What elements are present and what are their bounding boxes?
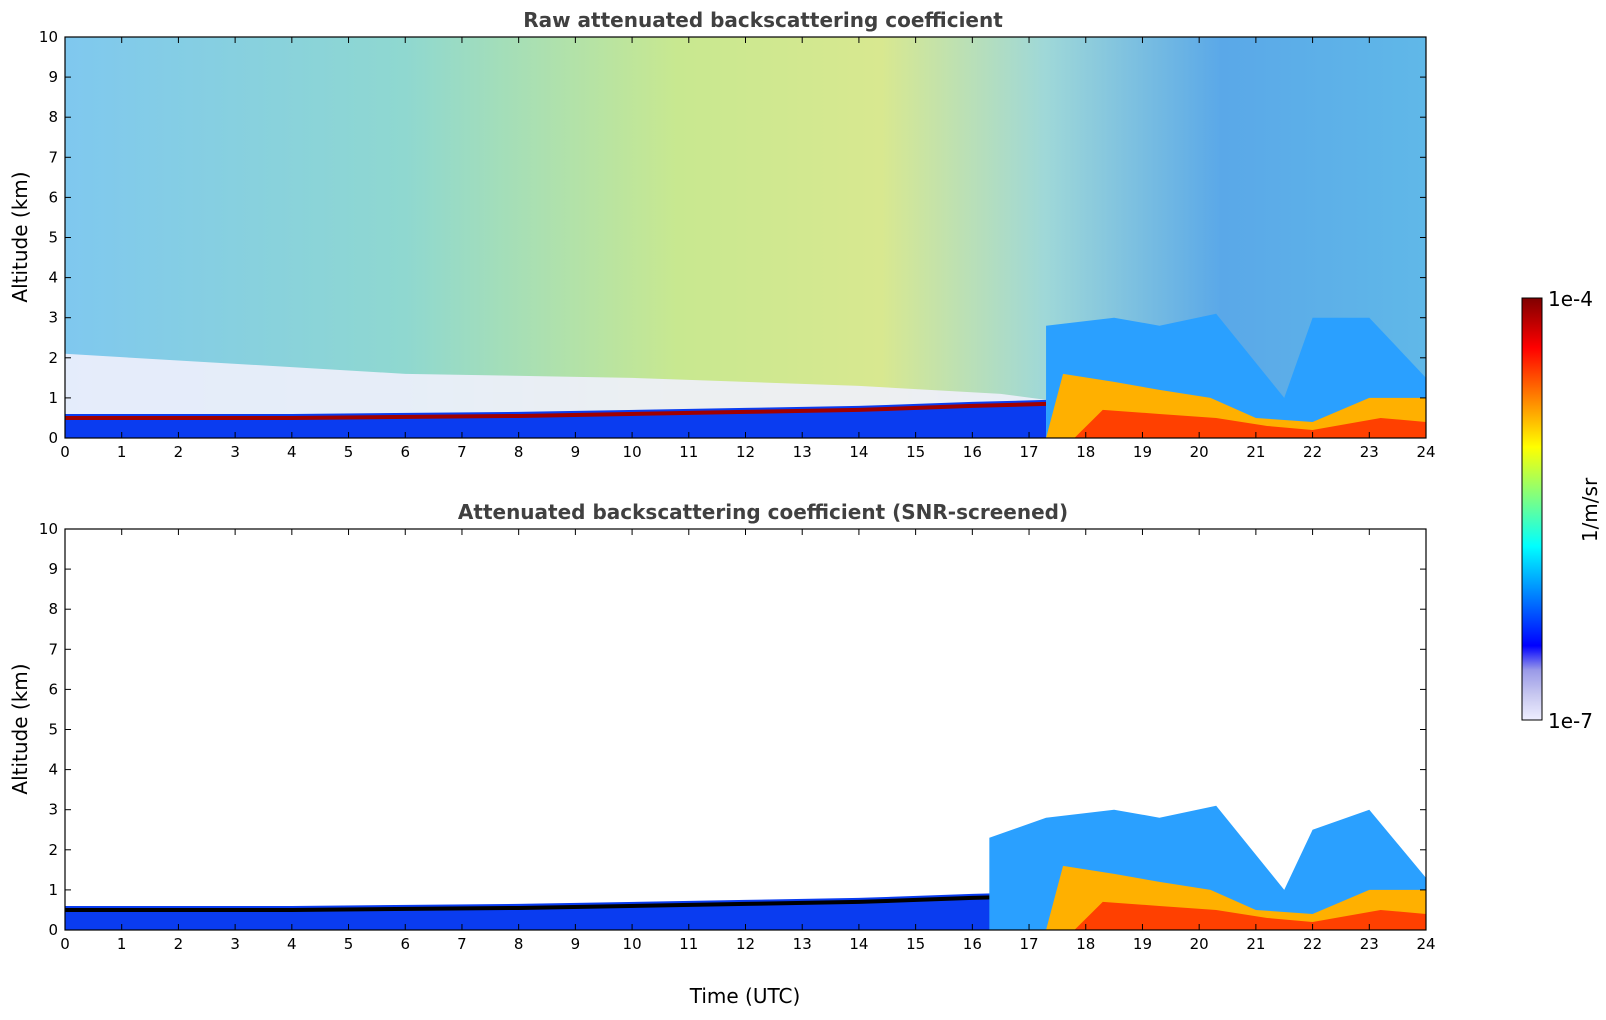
boundary-layer-top: [65, 893, 1047, 912]
x-tick-label: 13: [793, 935, 812, 953]
panel-screened-y-ticks: 0 1 2 3 4 5 6 7 8 9 10: [39, 520, 1426, 939]
y-tick-label: 0: [48, 429, 58, 447]
colorbar-unit-label: 1/m/sr: [1578, 477, 1602, 542]
x-tick-label: 11: [679, 443, 698, 461]
x-tick-label: 11: [679, 935, 698, 953]
x-tick-label: 0: [60, 935, 70, 953]
x-tick-label: 22: [1303, 935, 1322, 953]
panel-raw: Raw attenuated backscattering coefficien…: [8, 8, 1436, 461]
x-tick-label: 9: [571, 935, 581, 953]
x-tick-label: 17: [1019, 935, 1038, 953]
y-tick-label: 6: [48, 680, 58, 698]
x-tick-label: 10: [623, 935, 642, 953]
y-tick-label: 3: [48, 801, 58, 819]
x-tick-label: 12: [736, 935, 755, 953]
y-tick-label: 3: [48, 309, 58, 327]
x-tick-label: 18: [1076, 443, 1095, 461]
x-tick-label: 24: [1416, 443, 1435, 461]
colorbar-gradient: [1521, 297, 1543, 721]
y-tick-label: 10: [39, 28, 58, 46]
y-tick-label: 7: [48, 640, 58, 658]
colorbar-max-label: 1e-4: [1548, 287, 1593, 311]
x-tick-label: 5: [344, 443, 354, 461]
panel-raw-title: Raw attenuated backscattering coefficien…: [523, 8, 1003, 32]
panel-screened-title: Attenuated backscattering coefficient (S…: [458, 500, 1068, 524]
y-tick-label: 7: [48, 148, 58, 166]
colorbar: 1e-4 1e-7 1/m/sr: [1521, 287, 1602, 733]
x-tick-label: 2: [174, 935, 184, 953]
x-tick-label: 5: [344, 935, 354, 953]
x-tick-label: 23: [1360, 935, 1379, 953]
y-tick-label: 5: [48, 721, 58, 739]
x-tick-label: 6: [400, 443, 410, 461]
colorbar-min-label: 1e-7: [1548, 709, 1593, 733]
x-tick-label: 9: [571, 443, 581, 461]
x-tick-label: 7: [457, 935, 467, 953]
boundary-layer-top: [65, 401, 1047, 420]
y-tick-label: 8: [48, 600, 58, 618]
panel-screened-x-ticks: 0 1 2 3 4 5 6 7 8 9 10 11 12 13 14 15 16 17 18 19 20 21 22 23 24: [60, 529, 1436, 953]
panel-screened-x-axis-label: Time (UTC): [689, 984, 801, 1008]
panel-raw-plot-area: [64, 36, 1427, 439]
x-tick-label: 4: [287, 935, 297, 953]
y-tick-label: 4: [48, 761, 58, 779]
x-tick-label: 21: [1246, 443, 1265, 461]
x-tick-label: 3: [230, 935, 240, 953]
y-tick-label: 9: [48, 560, 58, 578]
weak-signal-gap: [65, 353, 1047, 414]
panel-raw-x-ticks: 0 1 2 3 4 5 6 7 8 9 10 11 12 13 14 15 16 17 18 19 20 21 22 23 24: [60, 37, 1436, 461]
x-tick-label: 17: [1019, 443, 1038, 461]
y-tick-label: 10: [39, 520, 58, 538]
panel-raw-y-axis-label: Altitude (km): [8, 171, 32, 302]
y-tick-label: 2: [48, 841, 58, 859]
panel-screened-y-axis-label: Altitude (km): [8, 663, 32, 794]
y-tick-label: 2: [48, 349, 58, 367]
x-tick-label: 18: [1076, 935, 1095, 953]
x-tick-label: 1: [117, 443, 127, 461]
x-tick-label: 14: [849, 935, 868, 953]
x-tick-label: 6: [400, 935, 410, 953]
x-tick-label: 16: [963, 935, 982, 953]
x-tick-label: 10: [623, 443, 642, 461]
cloud-base-red: [1074, 409, 1426, 438]
y-tick-label: 4: [48, 269, 58, 287]
x-tick-label: 8: [514, 443, 524, 461]
x-tick-label: 7: [457, 443, 467, 461]
y-tick-label: 1: [48, 881, 58, 899]
x-tick-label: 0: [60, 443, 70, 461]
y-tick-label: 6: [48, 188, 58, 206]
x-tick-label: 3: [230, 443, 240, 461]
x-tick-label: 23: [1360, 443, 1379, 461]
x-tick-label: 13: [793, 443, 812, 461]
x-tick-label: 12: [736, 443, 755, 461]
x-tick-label: 20: [1190, 935, 1209, 953]
x-tick-label: 21: [1246, 935, 1265, 953]
x-tick-label: 2: [174, 443, 184, 461]
x-tick-label: 19: [1133, 443, 1152, 461]
x-tick-label: 15: [906, 935, 925, 953]
y-tick-label: 5: [48, 229, 58, 247]
x-tick-label: 19: [1133, 935, 1152, 953]
y-tick-label: 8: [48, 108, 58, 126]
x-tick-label: 22: [1303, 443, 1322, 461]
x-tick-label: 20: [1190, 443, 1209, 461]
x-tick-label: 15: [906, 443, 925, 461]
x-tick-label: 8: [514, 935, 524, 953]
x-tick-label: 24: [1416, 935, 1435, 953]
x-tick-label: 4: [287, 443, 297, 461]
x-tick-label: 16: [963, 443, 982, 461]
y-tick-label: 0: [48, 921, 58, 939]
panel-screened-plot-area: [64, 528, 1427, 931]
x-tick-label: 1: [117, 935, 127, 953]
y-tick-label: 9: [48, 68, 58, 86]
panel-screened: Attenuated backscattering coefficient (S…: [8, 500, 1436, 1008]
panel-raw-y-ticks: 0 1 2 3 4 5 6 7 8 9 10: [39, 28, 1426, 447]
y-tick-label: 1: [48, 389, 58, 407]
x-tick-label: 14: [849, 443, 868, 461]
cloud-base-red: [1074, 901, 1426, 930]
